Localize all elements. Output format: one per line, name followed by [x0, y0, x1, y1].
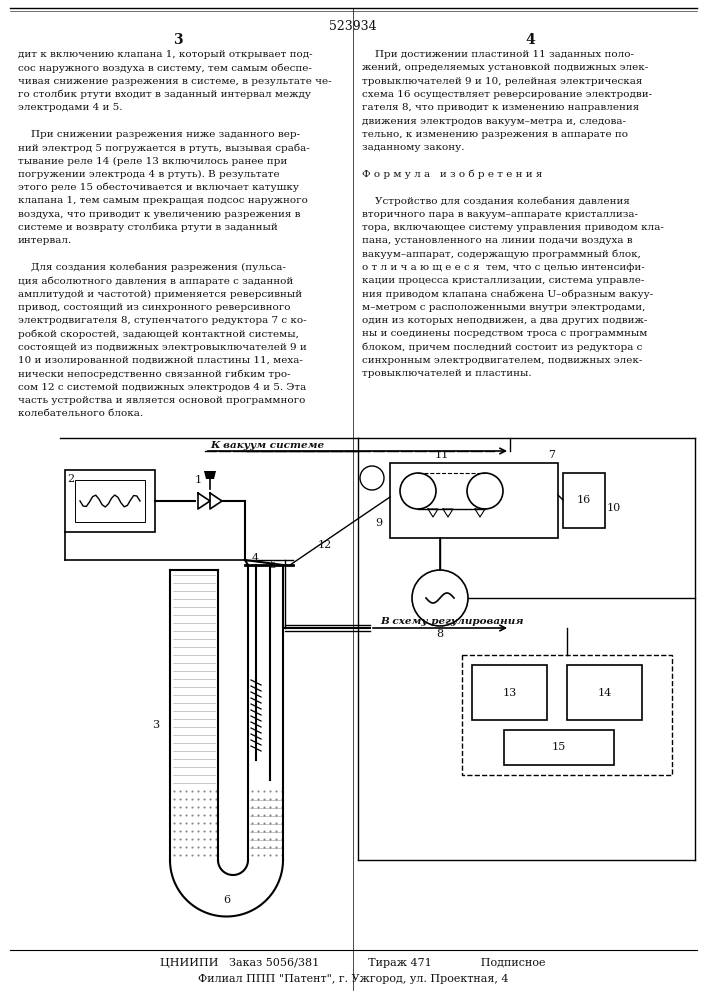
Circle shape [467, 473, 503, 509]
Text: 1: 1 [195, 475, 202, 485]
Text: часть устройства и является основой программного: часть устройства и является основой прог… [18, 396, 305, 405]
Text: колебательного блока.: колебательного блока. [18, 409, 143, 418]
Text: тывание реле 14 (реле 13 включилось ранее при: тывание реле 14 (реле 13 включилось ране… [18, 156, 287, 166]
Text: тровыключателей и пластины.: тровыключателей и пластины. [362, 369, 532, 378]
Text: 523934: 523934 [329, 20, 377, 33]
Text: 5: 5 [270, 560, 277, 570]
Text: ция абсолютного давления в аппарате с заданной: ция абсолютного давления в аппарате с за… [18, 276, 293, 286]
Text: 4: 4 [525, 33, 535, 47]
Text: 10: 10 [607, 503, 621, 513]
Circle shape [400, 473, 436, 509]
Text: схема 16 осуществляет реверсирование электродви-: схема 16 осуществляет реверсирование эле… [362, 90, 652, 99]
Text: дит к включению клапана 1, который открывает под-: дит к включению клапана 1, который откры… [18, 50, 312, 59]
Text: нически непосредственно связанной гибким тро-: нически непосредственно связанной гибким… [18, 369, 291, 379]
Text: системе и возврату столбика ртути в заданный: системе и возврату столбика ртути в зада… [18, 223, 278, 232]
Text: интервал.: интервал. [18, 236, 72, 245]
Text: тельно, к изменению разрежения в аппарате по: тельно, к изменению разрежения в аппарат… [362, 130, 628, 139]
Text: чивая снижение разрежения в системе, в результате че-: чивая снижение разрежения в системе, в р… [18, 77, 332, 86]
Text: блоком, причем последний состоит из редуктора с: блоком, причем последний состоит из реду… [362, 343, 643, 352]
Bar [567, 665, 642, 720]
Text: 7: 7 [548, 450, 555, 460]
Text: амплитудой и частотой) применяется реверсивный: амплитудой и частотой) применяется ревер… [18, 289, 302, 299]
Text: тора, включающее систему управления приводом кла-: тора, включающее систему управления прив… [362, 223, 664, 232]
Text: При достижении пластиной 11 заданных поло-: При достижении пластиной 11 заданных пол… [362, 50, 634, 59]
Text: тровыключателей 9 и 10, релейная электрическая: тровыключателей 9 и 10, релейная электри… [362, 77, 643, 86]
Text: движения электродов вакуум–метра и, следова-: движения электродов вакуум–метра и, след… [362, 116, 626, 125]
Text: вторичного пара в вакуум–аппарате кристаллиза-: вторичного пара в вакуум–аппарате криста… [362, 210, 638, 219]
Text: 9: 9 [375, 518, 382, 528]
Text: привод, состоящий из синхронного реверсивного: привод, состоящий из синхронного реверси… [18, 303, 291, 312]
Text: К вакуум системе: К вакуум системе [210, 441, 324, 450]
Text: 2: 2 [67, 474, 74, 484]
Text: 6: 6 [223, 895, 230, 905]
Text: кации процесса кристаллизации, система управле-: кации процесса кристаллизации, система у… [362, 276, 644, 285]
Circle shape [412, 570, 468, 626]
Text: В схему регулирования: В схему регулирования [380, 617, 523, 626]
Text: сом 12 с системой подвижных электродов 4 и 5. Эта: сом 12 с системой подвижных электродов 4… [18, 382, 306, 391]
Bar [504, 730, 614, 765]
Text: 10 и изолированной подвижной пластины 11, меха-: 10 и изолированной подвижной пластины 11… [18, 356, 303, 365]
Text: этого реле 15 обесточивается и включает катушку: этого реле 15 обесточивается и включает … [18, 183, 299, 192]
Text: один из которых неподвижен, а два других подвиж-: один из которых неподвижен, а два других… [362, 316, 648, 325]
Text: 15: 15 [552, 742, 566, 752]
Bar [75, 480, 145, 522]
Bar [390, 463, 558, 538]
Text: гателя 8, что приводит к изменению направления: гателя 8, что приводит к изменению напра… [362, 103, 639, 112]
Text: пана, установленного на линии подачи воздуха в: пана, установленного на линии подачи воз… [362, 236, 633, 245]
Bar [462, 655, 672, 775]
Text: Устройство для создания колебания давления: Устройство для создания колебания давлен… [362, 196, 630, 206]
Text: 8: 8 [436, 629, 443, 639]
Text: Филиал ППП "Патент", г. Ужгород, ул. Проектная, 4: Филиал ППП "Патент", г. Ужгород, ул. Про… [198, 974, 508, 984]
Text: 16: 16 [577, 495, 591, 505]
Text: о т л и ч а ю щ е е с я  тем, что с целью интенсифи-: о т л и ч а ю щ е е с я тем, что с целью… [362, 263, 645, 272]
Text: 11: 11 [435, 450, 449, 460]
Text: заданному закону.: заданному закону. [362, 143, 464, 152]
Text: робкой скоростей, задающей контактной системы,: робкой скоростей, задающей контактной си… [18, 329, 299, 339]
Bar [563, 473, 605, 528]
Circle shape [360, 466, 384, 490]
Text: го столбик ртути входит в заданный интервал между: го столбик ртути входит в заданный интер… [18, 90, 311, 99]
Text: состоящей из подвижных электровыключателей 9 и: состоящей из подвижных электровыключател… [18, 343, 307, 352]
Text: электродами 4 и 5.: электродами 4 и 5. [18, 103, 122, 112]
Text: 3: 3 [173, 33, 183, 47]
Text: клапана 1, тем самым прекращая подсос наружного: клапана 1, тем самым прекращая подсос на… [18, 196, 308, 205]
Text: При снижении разрежения ниже заданного вер-: При снижении разрежения ниже заданного в… [18, 130, 300, 139]
Text: ны и соединены посредством троса с программным: ны и соединены посредством троса с прогр… [362, 329, 648, 338]
Text: погружении электрода 4 в ртуть). В результате: погружении электрода 4 в ртуть). В резул… [18, 170, 280, 179]
Text: жений, определяемых установкой подвижных элек-: жений, определяемых установкой подвижных… [362, 63, 648, 72]
Text: ЦНИИПИ   Заказ 5056/381              Тираж 471              Подписное: ЦНИИПИ Заказ 5056/381 Тираж 471 Подписно… [160, 958, 546, 968]
Text: 12: 12 [318, 540, 332, 550]
Text: ний электрод 5 погружается в ртуть, вызывая сраба-: ний электрод 5 погружается в ртуть, вызы… [18, 143, 310, 153]
Polygon shape [204, 471, 216, 479]
Text: Для создания колебания разрежения (пульса-: Для создания колебания разрежения (пульс… [18, 263, 286, 272]
Text: 13: 13 [503, 688, 517, 698]
Text: электродвигателя 8, ступенчатого редуктора 7 с ко-: электродвигателя 8, ступенчатого редукто… [18, 316, 307, 325]
Text: м–метром с расположенными внутри электродами,: м–метром с расположенными внутри электро… [362, 303, 645, 312]
Text: 3: 3 [152, 720, 159, 730]
Text: вакуум–аппарат, содержащую программный блок,: вакуум–аппарат, содержащую программный б… [362, 249, 641, 259]
Text: ния приводом клапана снабжена U–образным вакуу-: ния приводом клапана снабжена U–образным… [362, 289, 653, 299]
Text: воздуха, что приводит к увеличению разрежения в: воздуха, что приводит к увеличению разре… [18, 210, 300, 219]
Bar [65, 470, 155, 532]
Text: Ф о р м у л а   и з о б р е т е н и я: Ф о р м у л а и з о б р е т е н и я [362, 170, 542, 179]
Bar [472, 665, 547, 720]
Text: 4: 4 [252, 553, 259, 563]
Text: 14: 14 [598, 688, 612, 698]
Text: сос наружного воздуха в систему, тем самым обеспе-: сос наружного воздуха в систему, тем сам… [18, 63, 312, 73]
Text: синхронным электродвигателем, подвижных элек-: синхронным электродвигателем, подвижных … [362, 356, 643, 365]
